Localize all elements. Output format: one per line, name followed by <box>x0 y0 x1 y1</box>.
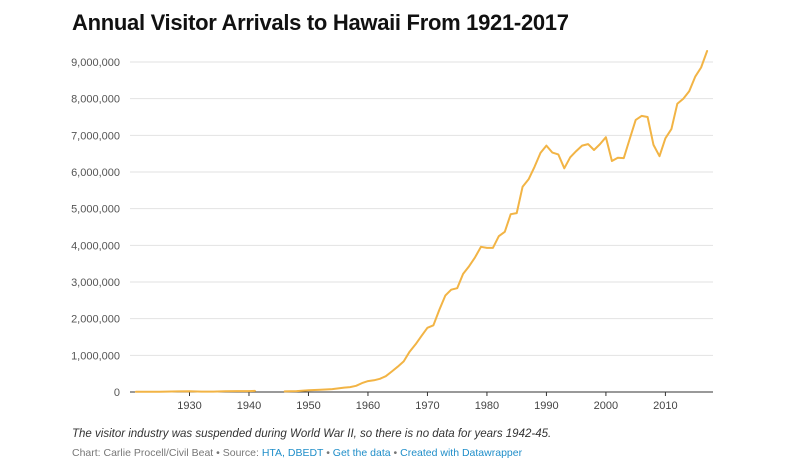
y-tick-label: 5,000,000 <box>71 204 120 216</box>
y-tick-label: 9,000,000 <box>71 57 120 69</box>
source-link[interactable]: HTA, DBEDT <box>261 447 324 459</box>
y-tick-label: 4,000,000 <box>71 240 120 252</box>
series-visitor-arrivals <box>134 50 709 393</box>
y-tick-label: 0 <box>114 387 120 399</box>
y-tick-label: 8,000,000 <box>71 94 120 106</box>
x-tick-label: 2010 <box>653 400 677 412</box>
x-axis-ticks: 1930 1940 1950 1960 1970 1980 1990 2000 2010 <box>177 392 678 412</box>
chart-title: Annual Visitor Arrivals to Hawaii From 1… <box>72 10 569 35</box>
x-tick-label: 1970 <box>415 400 439 412</box>
y-tick-label: 3,000,000 <box>71 277 120 289</box>
series-line-segment-1 <box>134 389 256 393</box>
x-tick-label: 1980 <box>475 400 499 412</box>
y-axis-ticks: 0 1,000,000 2,000,000 3,000,000 4,000,000 5,0… <box>71 57 120 399</box>
datawrapper-link[interactable]: Created with Datawrapper <box>400 447 523 459</box>
y-tick-label: 2,000,000 <box>71 314 120 326</box>
x-tick-label: 2000 <box>594 400 618 412</box>
get-the-data-link[interactable]: Get the data <box>332 447 391 459</box>
grid-lines <box>130 61 713 393</box>
y-tick-label: 1,000,000 <box>71 350 120 362</box>
credit-separator: • <box>390 447 401 459</box>
y-tick-label: 7,000,000 <box>71 130 120 142</box>
credit-separator: • <box>323 447 333 459</box>
y-tick-label: 6,000,000 <box>71 167 120 179</box>
chart-note: The visitor industry was suspended durin… <box>72 428 552 440</box>
x-tick-label: 1930 <box>177 400 201 412</box>
credit-prefix: Chart: Carlie Procell/Civil Beat • Sourc… <box>72 447 262 459</box>
chart-credit: Chart: Carlie Procell/Civil Beat • Sourc… <box>72 447 522 459</box>
x-tick-label: 1990 <box>534 400 558 412</box>
x-tick-label: 1940 <box>237 400 261 412</box>
series-line-segment-2 <box>283 50 709 393</box>
x-tick-label: 1950 <box>296 400 320 412</box>
x-tick-label: 1960 <box>356 400 380 412</box>
